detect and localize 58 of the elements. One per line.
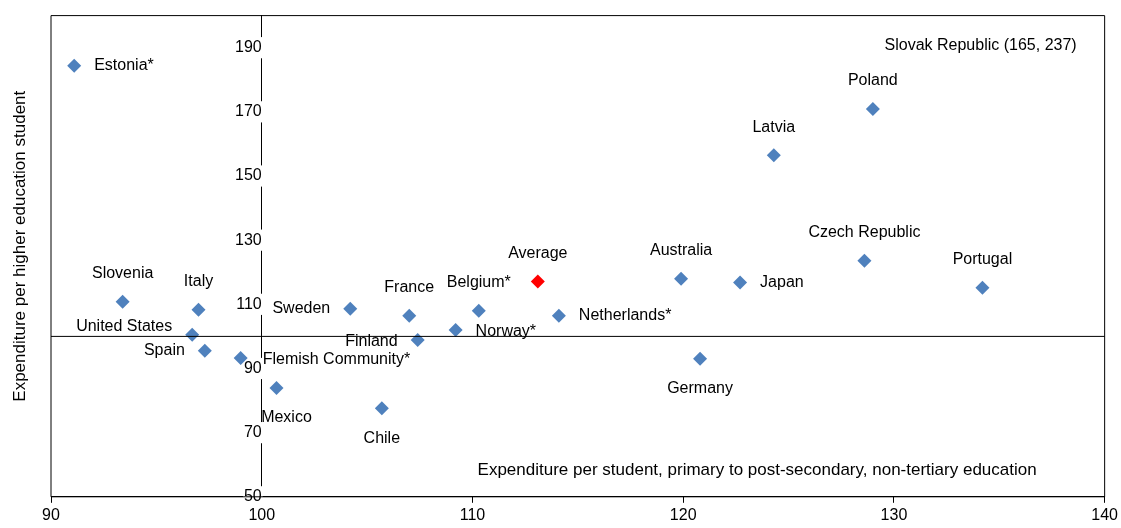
point <box>197 343 212 358</box>
annotation: Mexico <box>261 408 312 426</box>
annotation: Belgium* <box>446 273 511 291</box>
x-tick-label: 110 <box>459 505 486 523</box>
point <box>865 101 880 116</box>
annotation: Australia <box>649 241 713 259</box>
point <box>471 303 486 318</box>
y-tick-label: 190 <box>235 38 262 56</box>
x-tick-label: 100 <box>248 505 276 523</box>
y-tick-label: 170 <box>235 102 262 120</box>
y-tick-label: 150 <box>235 166 262 184</box>
annotation: Norway* <box>475 322 537 340</box>
y-tick-label: 70 <box>243 423 262 441</box>
x-tick-label: 90 <box>42 505 60 523</box>
y-tick-label: 130 <box>235 230 262 248</box>
point <box>975 280 990 295</box>
annotation: United States <box>76 317 173 335</box>
y-axis-title: Expenditure per higher education student <box>9 90 29 402</box>
annotation: Czech Republic <box>808 223 921 241</box>
y-tick-label: 110 <box>236 294 262 312</box>
point <box>693 351 708 366</box>
annotation: Latvia <box>752 117 796 135</box>
annotation: Germany <box>667 379 733 397</box>
annotation: Japan <box>760 272 804 290</box>
point <box>343 301 358 316</box>
point <box>674 271 689 286</box>
point <box>551 308 566 323</box>
annotation: Average <box>508 243 568 261</box>
point <box>410 332 425 347</box>
annotation: Slovak Republic (165, 237) <box>884 36 1077 54</box>
annotation: Chile <box>363 428 401 446</box>
point <box>857 253 872 268</box>
annotation: Estonia* <box>94 56 154 74</box>
point <box>269 381 284 396</box>
annotation: France <box>384 278 435 296</box>
point <box>191 302 206 317</box>
point <box>448 322 463 337</box>
annotation: Flemish Community* <box>262 350 411 368</box>
x-axis-title: Expenditure per student, primary to post-secondary, non-tertiary education <box>477 460 1037 480</box>
point <box>67 58 82 73</box>
annotation: Sweden <box>272 299 331 317</box>
annotation: Spain <box>143 341 185 359</box>
annotation: Italy <box>183 272 214 290</box>
annotation: Netherlands* <box>578 306 672 324</box>
x-tick-label: 140 <box>1091 505 1119 523</box>
x-tick-label: 130 <box>880 505 908 523</box>
point <box>374 401 389 416</box>
point <box>766 148 781 163</box>
point <box>530 274 545 289</box>
annotation: Poland <box>847 71 898 89</box>
annotation: Portugal <box>952 250 1013 268</box>
annotation: Slovenia <box>91 264 154 282</box>
annotation: Finland <box>345 332 398 350</box>
point <box>402 308 417 323</box>
point <box>115 294 130 309</box>
point <box>733 275 748 290</box>
y-tick-label: 90 <box>243 358 262 376</box>
x-tick-label: 120 <box>669 505 697 523</box>
